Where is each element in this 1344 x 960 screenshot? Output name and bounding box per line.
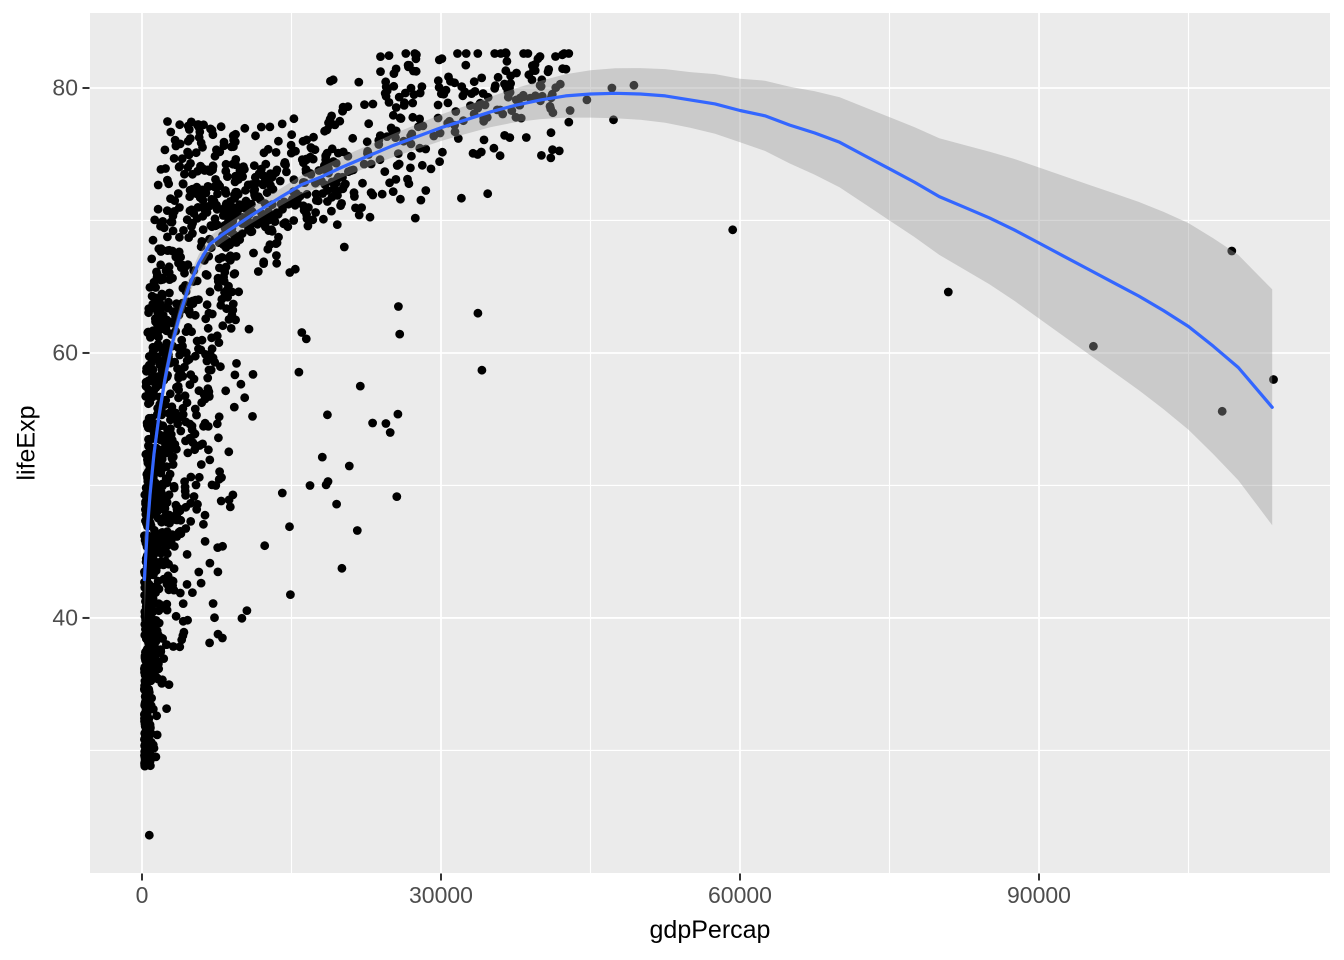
y-tick-label-60: 60 xyxy=(52,339,78,366)
x-axis-title: gdpPercap xyxy=(649,916,771,944)
x-tick-label-0: 0 xyxy=(135,882,149,908)
x-tick-label-30000: 30000 xyxy=(409,882,473,908)
y-tick-label-40: 40 xyxy=(52,604,78,631)
x-tick-label-90000: 90000 xyxy=(1007,882,1071,908)
panel-background xyxy=(90,13,1330,873)
scatter-points xyxy=(140,48,1278,840)
smooth-line xyxy=(142,91,1274,582)
x-tick-label-60000: 60000 xyxy=(708,882,772,908)
confidence-ribbon xyxy=(144,68,1273,622)
smooth-layer xyxy=(142,68,1274,622)
y-axis-title: lifeExp xyxy=(12,405,41,481)
y-tick-label-80: 80 xyxy=(52,74,78,101)
axis-tick-marks xyxy=(82,86,1041,881)
